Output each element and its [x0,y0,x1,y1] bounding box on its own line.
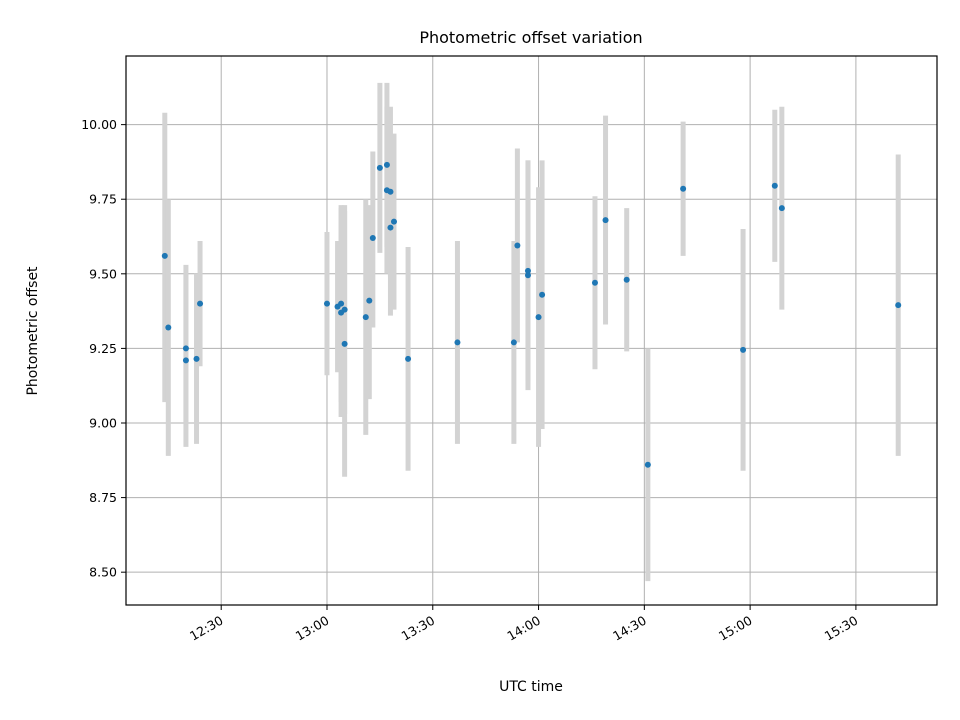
x-axis-label: UTC time [499,679,563,695]
data-point [524,272,531,279]
data-point [602,217,609,224]
data-point [341,340,348,347]
data-point [369,235,376,242]
x-tick-label: 14:00 [504,613,543,644]
data-point [623,276,630,283]
data-point [405,355,412,362]
x-tick-label: 12:30 [187,613,226,644]
data-point [454,339,461,346]
data-point [383,161,390,168]
x-axis-ticks: 12:30 13:00 13:30 14:00 14:30 15:00 15:30 [187,605,860,644]
data-point [535,314,542,321]
y-tick-label: 8.50 [89,565,117,580]
data-point [197,300,204,307]
data-point [680,185,687,192]
data-point [895,302,902,309]
data-point [182,357,189,364]
y-tick-label: 9.00 [89,415,117,430]
plot-frame [125,55,938,606]
data-point [591,279,598,286]
x-tick-label: 13:30 [399,613,438,644]
data-point [514,242,521,249]
data-point [510,339,517,346]
y-tick-label: 10.00 [81,117,117,132]
x-tick-label: 15:30 [822,613,861,644]
y-tick-label: 9.50 [89,266,117,281]
y-tick-label: 8.75 [89,490,117,505]
data-point [193,355,200,362]
y-axis-ticks: 8.50 8.75 9.00 9.25 9.50 9.75 10.00 [81,117,126,580]
data-point [182,345,189,352]
x-tick-label: 13:00 [293,613,332,644]
data-point [323,300,330,307]
chart-title: Photometric offset variation [419,28,642,47]
y-tick-label: 9.25 [89,341,117,356]
data-point [644,461,651,468]
data-point [366,297,373,304]
x-tick-label: 14:30 [610,613,649,644]
data-point [376,164,383,171]
data-point [524,267,531,274]
data-point [740,346,747,353]
data-point [387,188,394,195]
data-point [539,291,546,298]
data-point [771,182,778,189]
data-point [390,218,397,225]
grid [126,56,937,605]
errorbars [162,82,901,582]
data-point [362,314,369,321]
y-tick-label: 9.75 [89,192,117,207]
data-points [161,161,902,468]
data-point [341,306,348,313]
data-point [165,324,172,331]
data-point [161,252,168,259]
data-point [338,300,345,307]
y-axis-label: Photometric offset [25,266,41,396]
data-point [778,205,785,212]
x-tick-label: 15:00 [716,613,755,644]
data-point [387,224,394,231]
